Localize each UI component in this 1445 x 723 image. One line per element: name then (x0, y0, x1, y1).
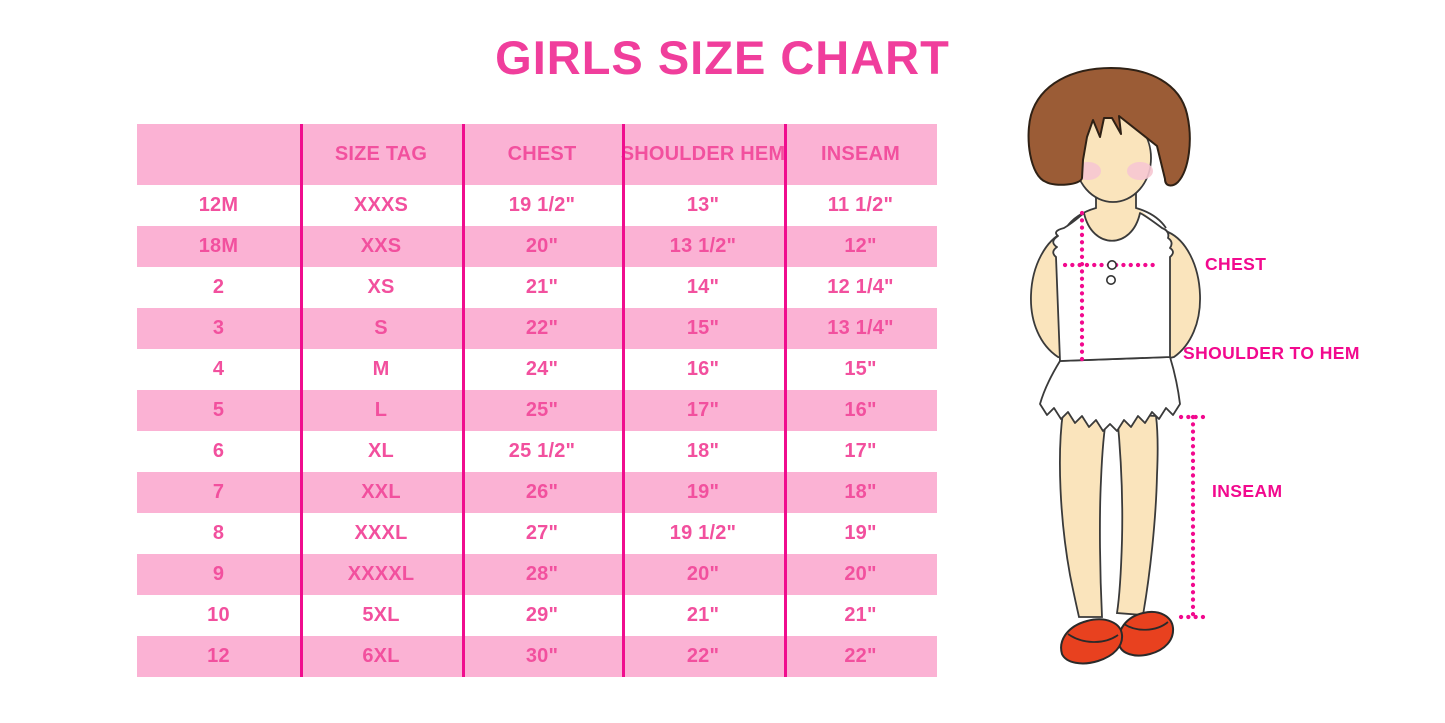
table-cell: 12" (844, 235, 877, 257)
table-cell: 20" (844, 563, 877, 585)
table-cell: 15" (686, 317, 720, 339)
table-cell: XXXL (354, 522, 408, 544)
column-divider (462, 124, 465, 677)
table-cell: CHEST (507, 143, 577, 165)
table-cell: 25 1/2" (508, 440, 576, 462)
column-divider (300, 124, 303, 677)
table-cell: 22" (844, 645, 877, 667)
table-cell: 22" (525, 317, 559, 339)
size-table-row: 6 XL 25 1/2" 18" 17" (137, 431, 937, 472)
table-cell: XXL (361, 481, 401, 503)
size-table-row: 9 XXXXL 28" 20" 20" (137, 554, 937, 595)
page-title: GIRLS SIZE CHART (495, 31, 950, 84)
size-table: SIZE TAG CHEST SHOULDER HEM INSEAM 12M XXXS 19… (137, 124, 937, 677)
table-cell: 29" (525, 604, 559, 626)
skirt (1039, 356, 1181, 432)
size-table-row: 2 XS 21" 14" 12 1/4" (137, 267, 937, 308)
table-cell: 30" (525, 645, 559, 667)
table-cell: XXXXL (347, 563, 415, 585)
column-divider (784, 124, 787, 677)
table-cell: 17" (844, 440, 877, 462)
table-cell: 12 (207, 645, 230, 667)
table-cell: S (374, 317, 388, 339)
left-leg (1059, 411, 1109, 618)
table-cell: 27" (525, 522, 559, 544)
button-bottom (1106, 275, 1117, 286)
table-cell: 21" (844, 604, 877, 626)
table-cell: 13" (686, 194, 720, 216)
right-leg (1115, 413, 1159, 616)
table-cell: 19" (844, 522, 877, 544)
table-cell: 2 (212, 276, 225, 298)
table-cell: XXXS (353, 194, 409, 216)
column-divider (622, 124, 625, 677)
table-cell: 20" (686, 563, 720, 585)
size-table-row: 10 5XL 29" 21" 21" (137, 595, 937, 636)
shoulder-to-hem-label: SHOULDER TO HEM (1183, 343, 1360, 363)
table-cell: 25" (525, 399, 559, 421)
size-table-row: 3 S 22" 15" 13 1/4" (137, 308, 937, 349)
table-cell: 16" (686, 358, 720, 380)
chest-label: CHEST (1205, 254, 1267, 274)
table-cell: 18" (686, 440, 720, 462)
table-cell: 18M (198, 235, 239, 257)
table-cell: 4 (212, 358, 225, 380)
table-cell: 8 (212, 522, 225, 544)
table-cell: 21" (686, 604, 720, 626)
table-cell: 21" (525, 276, 559, 298)
table-cell: M (372, 358, 390, 380)
size-table-row: 18M XXS 20" 13 1/2" 12" (137, 226, 937, 267)
table-cell: 18" (844, 481, 877, 503)
hair (1027, 67, 1191, 187)
table-cell: L (374, 399, 388, 421)
table-cell: 13 1/2" (669, 235, 737, 257)
table-cell: 11 1/2" (827, 194, 894, 216)
table-cell: 28" (525, 563, 559, 585)
size-table-row: 8 XXXL 27" 19 1/2" 19" (137, 513, 937, 554)
button-top (1107, 260, 1118, 271)
table-cell: 14" (686, 276, 720, 298)
table-cell: 22" (686, 645, 720, 667)
table-cell: INSEAM (821, 143, 900, 165)
table-cell: 9 (212, 563, 225, 585)
table-cell: SIZE TAG (334, 143, 428, 165)
table-cell: 26" (525, 481, 559, 503)
table-cell: 24" (525, 358, 559, 380)
size-table-row: 7 XXL 26" 19" 18" (137, 472, 937, 513)
table-cell: 12 1/4" (827, 276, 894, 298)
size-table-header-row: SIZE TAG CHEST SHOULDER HEM INSEAM (137, 124, 937, 185)
table-cell: 13 1/4" (827, 317, 894, 339)
table-cell: 12M (198, 194, 239, 216)
size-table-row: 5 L 25" 17" 16" (137, 390, 937, 431)
size-table-row: 4 M 24" 16" 15" (137, 349, 937, 390)
right-shoe (1117, 611, 1175, 657)
girl-measurement-figure: CHEST SHOULDER TO HEM INSEAM (1000, 60, 1445, 723)
table-cell: XXS (360, 235, 402, 257)
table-cell: 20" (525, 235, 559, 257)
table-cell: 15" (844, 358, 877, 380)
table-cell: 5XL (362, 604, 400, 626)
size-table-row: 12M XXXS 19 1/2" 13" 11 1/2" (137, 185, 937, 226)
table-cell: 10 (207, 604, 230, 626)
table-cell: 17" (686, 399, 720, 421)
table-cell: 19 1/2" (669, 522, 737, 544)
table-cell: 3 (212, 317, 225, 339)
blush-right (1127, 162, 1153, 180)
table-cell: 6 (212, 440, 225, 462)
girl-illustration (1027, 67, 1208, 665)
table-cell: 5 (212, 399, 225, 421)
table-cell: 6XL (362, 645, 400, 667)
table-cell: 19 1/2" (508, 194, 576, 216)
table-cell: XL (368, 440, 394, 462)
table-cell (137, 124, 300, 185)
table-cell: 16" (844, 399, 877, 421)
table-cell: 7 (212, 481, 225, 503)
table-cell: XS (367, 276, 395, 298)
table-cell: SHOULDER HEM (620, 143, 786, 165)
table-cell: 19" (686, 481, 720, 503)
inseam-label: INSEAM (1212, 481, 1283, 501)
size-table-row: 12 6XL 30" 22" 22" (137, 636, 937, 677)
